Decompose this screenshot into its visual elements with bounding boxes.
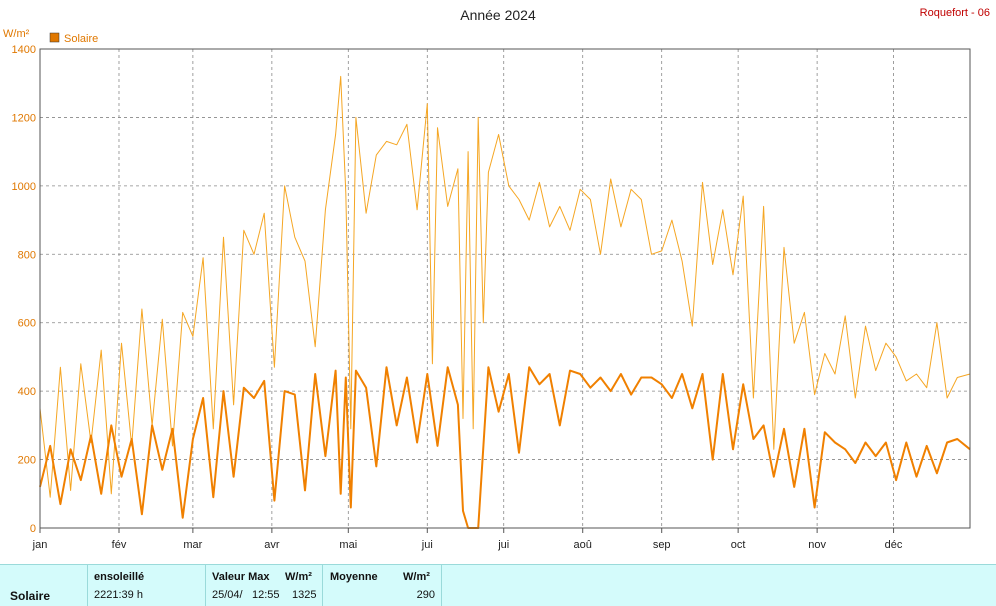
y-tick-label: 1000 [12,181,36,193]
series-line-mean [39,366,971,529]
x-tick-label: fév [112,539,127,551]
max-header: Valeur Max [212,571,270,583]
y-tick-label: 200 [18,455,36,467]
y-tick-label: 800 [18,249,36,261]
station-name: Roquefort - 06 [920,7,990,19]
chart-title: Année 2024 [460,7,536,23]
max-value: 1325 [292,589,317,601]
y-tick-label: 600 [18,318,36,330]
sunshine-cell: ensoleillé 2221:39 h [88,565,206,606]
sunshine-header: ensoleillé [94,571,145,583]
x-tick-label: oct [731,539,746,551]
x-axis-ticks: jan fév mar avr mai jui jui aoû sep oct nov déc [32,528,903,551]
max-cell: Valeur Max W/m² 25/04/ 12:55 1325 [206,565,323,606]
legend-swatch [49,32,60,43]
series-lines [39,75,971,529]
sunshine-value: 2221:39 h [94,589,143,601]
x-tick-label: jui [497,539,509,551]
mean-cell: Moyenne W/m² 290 [323,565,442,606]
y-tick-label: 0 [30,523,36,535]
max-time: 12:55 [252,589,280,601]
x-tick-label: mar [183,539,202,551]
series-line-max [39,75,971,498]
x-tick-label: jan [32,539,48,551]
summary-row-label: Solaire [10,589,51,603]
x-tick-label: avr [264,539,280,551]
plot-frame [39,48,971,529]
x-tick-label: aoû [574,539,592,551]
y-tick-label: 1400 [12,44,36,56]
x-tick-label: déc [885,539,903,551]
mean-value: 290 [416,589,435,601]
legend-label: Solaire [64,33,98,45]
mean-unit: W/m² [403,571,430,583]
max-date: 25/04/ [212,589,243,601]
summary-table: Solaire ensoleillé 2221:39 h Valeur Max … [0,564,996,606]
x-tick-label: jui [421,539,433,551]
grid [40,49,970,528]
y-tick-label: 400 [18,386,36,398]
y-axis-ticks: 0 200 400 600 800 1000 1200 1400 [12,44,36,535]
max-unit: W/m² [285,571,312,583]
summary-row-label-cell: Solaire [0,565,88,606]
x-tick-label: mai [339,539,357,551]
y-tick-label: 1200 [12,112,36,124]
y-axis-unit: W/m² [3,28,30,40]
chart-area: Année 2024 Roquefort - 06 W/m² Solaire 0… [3,7,990,551]
x-tick-label: sep [653,539,671,551]
mean-header: Moyenne [330,571,378,583]
x-tick-label: nov [808,539,826,551]
